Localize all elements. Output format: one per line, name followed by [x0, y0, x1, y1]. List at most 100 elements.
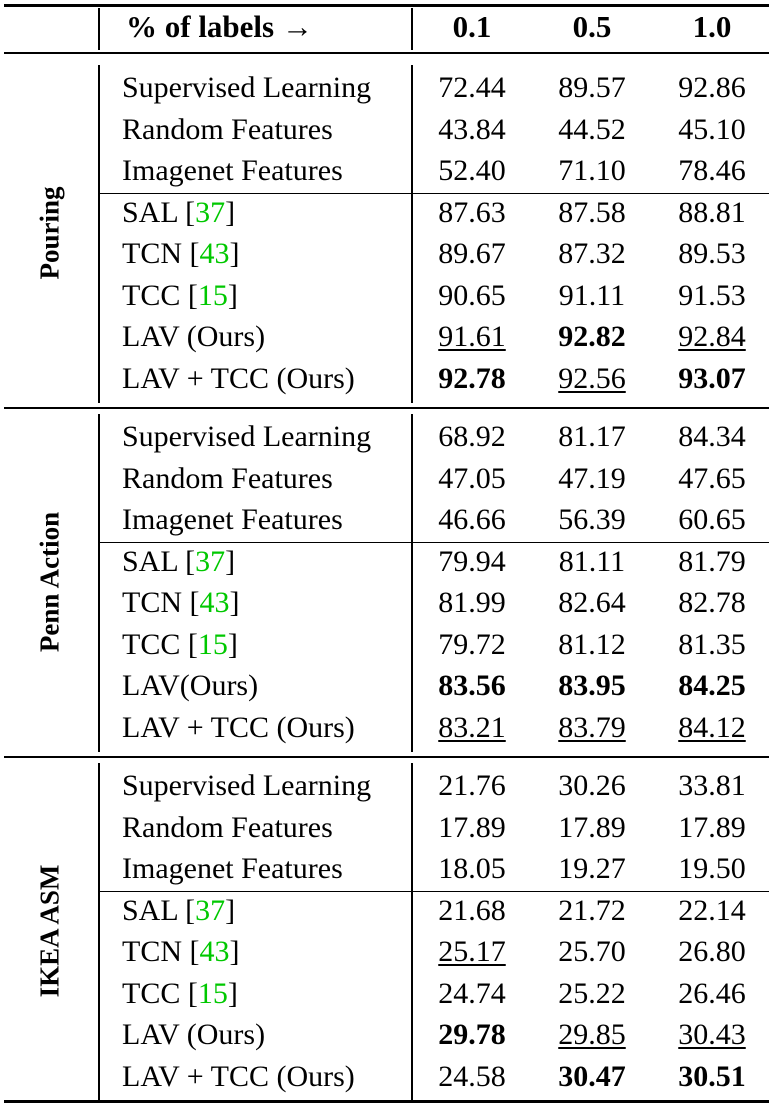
value-cell: 87.32 — [558, 237, 626, 270]
value-cell: 81.79 — [678, 544, 746, 578]
method-label: TCN — [122, 237, 182, 270]
value-cell: 81.17 — [558, 420, 626, 453]
method-label: SAL — [122, 544, 178, 578]
value-cell: 90.65 — [438, 278, 506, 312]
value-cell: 17.89 — [678, 810, 746, 844]
citation-link[interactable]: 43 — [199, 237, 230, 270]
value-cell: 21.72 — [558, 893, 626, 927]
method-label: Random Features — [122, 810, 333, 844]
value-cell: 26.46 — [678, 976, 746, 1010]
group-separator — [4, 407, 769, 409]
group-divider-left — [98, 763, 100, 1101]
value-cell: 24.58 — [438, 1059, 506, 1093]
method-name: Imagenet Features — [122, 848, 343, 889]
value-cell: 84.12 — [678, 710, 746, 744]
cite-open-bracket: [ — [180, 976, 198, 1010]
value-cell: 89.53 — [678, 237, 746, 270]
method-name: LAV + TCC (Ours) — [122, 1056, 355, 1097]
cite-open-bracket: [ — [180, 278, 198, 312]
citation-link[interactable]: 37 — [195, 893, 226, 927]
method-name: Supervised Learning — [122, 416, 371, 457]
method-label: TCC — [122, 278, 181, 312]
method-label: LAV + TCC (Ours) — [122, 1059, 355, 1093]
method-name: Imagenet Features — [122, 499, 343, 540]
group-divider-left — [98, 414, 100, 752]
cite-open-bracket: [ — [180, 627, 198, 661]
value-cell: 19.27 — [558, 852, 626, 885]
value-cell: 83.79 — [558, 710, 626, 744]
cite-open-bracket: [ — [182, 586, 200, 619]
group-label: IKEA ASM — [34, 864, 65, 998]
value-cell: 92.86 — [678, 71, 746, 104]
value-cell: 92.82 — [558, 320, 626, 353]
value-cell: 92.84 — [678, 320, 746, 353]
group-label: Pouring — [34, 186, 65, 280]
method-name: LAV + TCC (Ours) — [122, 358, 355, 399]
method-label: Random Features — [122, 112, 333, 146]
header-rule — [4, 52, 769, 54]
method-name: TCN [43] — [122, 582, 240, 623]
value-cell: 89.67 — [438, 237, 506, 270]
method-name: TCC [15] — [122, 973, 238, 1014]
value-cell: 91.53 — [678, 278, 746, 312]
citation-link[interactable]: 15 — [197, 976, 228, 1010]
value-cell: 81.35 — [678, 627, 746, 661]
method-label: LAV (Ours) — [122, 1018, 266, 1051]
method-name: LAV (Ours) — [122, 1014, 265, 1055]
method-name: LAV(Ours) — [122, 665, 258, 706]
value-cell: 83.56 — [438, 669, 506, 702]
header-col-1: 0.5 — [572, 9, 612, 44]
value-cell: 72.44 — [438, 71, 506, 104]
value-cell: 47.19 — [558, 461, 626, 495]
value-cell: 89.57 — [558, 71, 626, 104]
cite-close-bracket: ] — [227, 627, 238, 661]
value-cell: 91.61 — [438, 320, 506, 353]
method-name: TCN [43] — [122, 233, 240, 274]
value-cell: 47.65 — [678, 461, 746, 495]
group-divider-right — [411, 65, 413, 403]
citation-link[interactable]: 43 — [199, 935, 230, 968]
value-cell: 84.34 — [678, 420, 746, 453]
header-col-0: 0.1 — [452, 9, 492, 44]
method-label: Imagenet Features — [122, 852, 343, 885]
group-divider-right — [411, 763, 413, 1101]
value-cell: 17.89 — [558, 810, 626, 844]
citation-link[interactable]: 15 — [197, 627, 228, 661]
cite-open-bracket: [ — [182, 237, 200, 270]
cite-close-bracket: ] — [225, 893, 236, 927]
method-name: Random Features — [122, 109, 333, 150]
citation-link[interactable]: 37 — [195, 544, 226, 578]
cite-close-bracket: ] — [229, 586, 240, 619]
value-cell: 92.56 — [558, 361, 626, 395]
value-cell: 52.40 — [438, 154, 506, 187]
method-name: LAV (Ours) — [122, 316, 265, 357]
citation-link[interactable]: 37 — [195, 195, 226, 229]
citation-link[interactable]: 43 — [199, 586, 230, 619]
method-name: TCC [15] — [122, 624, 238, 665]
value-cell: 87.63 — [438, 195, 506, 229]
value-cell: 18.05 — [438, 852, 506, 885]
method-name: TCC [15] — [122, 275, 238, 316]
citation-link[interactable]: 15 — [197, 278, 228, 312]
value-cell: 81.12 — [558, 627, 626, 661]
method-label: TCN — [122, 935, 182, 968]
value-cell: 22.14 — [678, 893, 746, 927]
header-col-2: 1.0 — [692, 9, 732, 44]
value-cell: 26.80 — [678, 935, 746, 968]
value-cell: 17.89 — [438, 810, 506, 844]
value-cell: 71.10 — [558, 154, 626, 187]
method-name: Supervised Learning — [122, 765, 371, 806]
value-cell: 88.81 — [678, 195, 746, 229]
value-cell: 29.85 — [558, 1018, 626, 1051]
value-cell: 25.22 — [558, 976, 626, 1010]
group-divider-right — [411, 414, 413, 752]
value-cell: 79.72 — [438, 627, 506, 661]
method-label: Imagenet Features — [122, 503, 343, 536]
value-cell: 30.43 — [678, 1018, 746, 1051]
method-label: Random Features — [122, 461, 333, 495]
method-label: TCC — [122, 976, 181, 1010]
value-cell: 82.64 — [558, 586, 626, 619]
method-label: Imagenet Features — [122, 154, 343, 187]
value-cell: 30.51 — [678, 1059, 746, 1093]
value-cell: 29.78 — [438, 1018, 506, 1051]
